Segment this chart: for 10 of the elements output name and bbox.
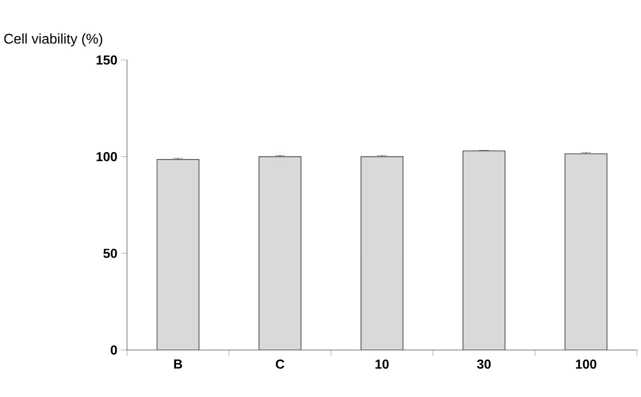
y-tick-label: 100 xyxy=(96,152,117,162)
x-tick-label: 100 xyxy=(576,360,596,369)
x-tick-label: B xyxy=(174,360,182,368)
x-tick-label: 10 xyxy=(376,360,389,369)
y-tick-label: 50 xyxy=(103,248,117,258)
y-axis-title: Cell viability (%) xyxy=(4,33,102,46)
x-tick-label: 30 xyxy=(477,360,491,369)
x-tick-label: C xyxy=(276,360,284,369)
y-tick-label: 0 xyxy=(110,345,117,355)
y-tick-label: 150 xyxy=(96,55,117,65)
